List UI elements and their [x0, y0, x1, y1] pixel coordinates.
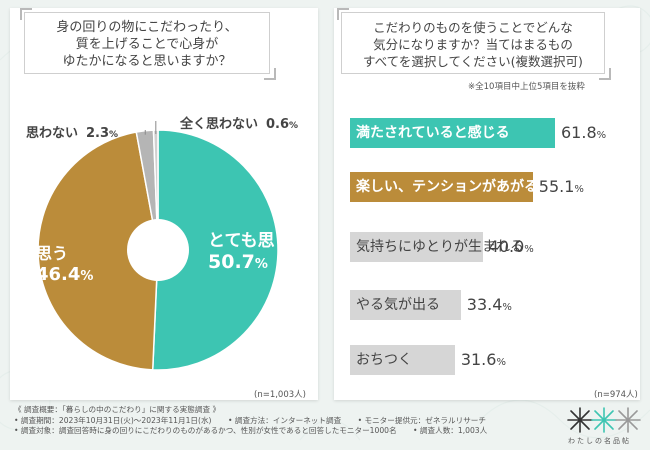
bar-2: [350, 232, 483, 262]
pie-value-label: 46.4%: [36, 264, 94, 285]
bar-category-label: 満たされていると感じる: [356, 125, 510, 141]
footer-text: • 調査対象：調査回答時に身の回りにこだわりのものがあるかつ、性別が女性であると…: [14, 426, 397, 435]
pie-category-label: とても思う: [208, 231, 292, 251]
bracket-corner: [264, 68, 276, 80]
footer-text: • 調査人数：1,003人: [413, 426, 488, 435]
bar-0: [350, 118, 555, 148]
pie-label-1: 思う 46.4%: [36, 240, 93, 285]
bar-value-label: 61.8%: [561, 123, 607, 142]
bar-category-label: おちつく: [356, 352, 412, 368]
pie-slice-1: [37, 131, 159, 371]
bar-value-label: 40.0%: [488, 237, 534, 256]
footer-line: 《 調査概要：「暮らしの中のこだわり」に関する実態調査 》: [14, 405, 574, 416]
footer-text: • 調査方法：インターネット調査: [227, 415, 342, 425]
footer-line: • 調査対象：調査回答時に身の回りにこだわりのものがあるかつ、性別が女性であると…: [14, 426, 574, 437]
bracket-corner: [20, 8, 32, 20]
bar-question-line-3: すべてを選択してください(複数選択可): [363, 54, 583, 69]
bar-question-line-2: 気分になりますか？当てはまるもの: [373, 37, 573, 52]
bracket-corner: [599, 68, 611, 80]
bracket-corner: [337, 8, 349, 20]
bar-4: [350, 345, 455, 375]
bar-sample-size: (n=974人): [594, 390, 638, 400]
brand-logo: [567, 407, 641, 433]
survey-footer: 《 調査概要：「暮らしの中のこだわり」に関する実態調査 》 • 調査期間：202…: [14, 405, 574, 437]
pie-category-label: 全く思わない: [180, 117, 259, 132]
pie-category-label: 思う: [36, 244, 69, 263]
pie-category-label: 思わない: [26, 126, 79, 141]
bar-value-label: 55.1%: [538, 177, 584, 196]
pie-label-0: とても思う 50.7%: [208, 226, 292, 273]
pie-question-line-3: ゆたかになると思いますか？: [62, 54, 232, 69]
footer-text: • モニター提供元：ゼネラルリサーチ: [357, 415, 486, 425]
pie-label-3: 全く思わない 0.6%: [180, 113, 298, 132]
pie-label-2: 思わない 2.3%: [26, 122, 118, 141]
selection-note: ※全10項目中上位5項目を抜粋: [468, 82, 585, 92]
bar-category-label: やる気が出る: [356, 297, 440, 313]
pie-slice-0: [151, 129, 279, 371]
pie-value-label: 2.3%: [86, 126, 119, 141]
pie-value-label: 0.6%: [266, 117, 299, 132]
brand-logo-text: わたしの名品帖: [568, 437, 631, 445]
footer-text: 《 調査概要：「暮らしの中のこだわり」に関する実態調査 》: [14, 405, 221, 414]
pie-sample-size: (n=1,003人): [254, 390, 306, 400]
bar-value-label: 31.6%: [460, 350, 506, 369]
bar-1: [350, 172, 533, 202]
pie-value-label: 50.7%: [208, 251, 268, 273]
footer-text: • 調査期間：2023年10月31日(火)〜2023年11月1日(水): [14, 415, 212, 425]
pie-question-box: 身の回りの物にこだわったり、 質を上げることで心身が ゆたかになると思いますか？: [24, 12, 270, 74]
footer-line: • 調査期間：2023年10月31日(火)〜2023年11月1日(水) • 調査…: [14, 416, 574, 427]
pie-question-line-2: 質を上げることで心身が: [75, 37, 219, 52]
pie-question-line-1: 身の回りの物にこだわったり、: [56, 20, 238, 35]
pie-center-hole: [127, 219, 189, 281]
bar-question-line-1: こだわりのものを使うことでどんな: [373, 20, 573, 35]
bar-3: [350, 290, 461, 320]
bar-question-box: こだわりのものを使うことでどんな 気分になりますか？当てはまるもの すべてを選択…: [341, 12, 605, 74]
bar-category-label: 気持ちにゆとりが生まれる: [356, 239, 524, 255]
bar-category-label: 楽しい、テンションがあがる: [356, 179, 538, 195]
bar-value-label: 33.4%: [466, 295, 512, 314]
